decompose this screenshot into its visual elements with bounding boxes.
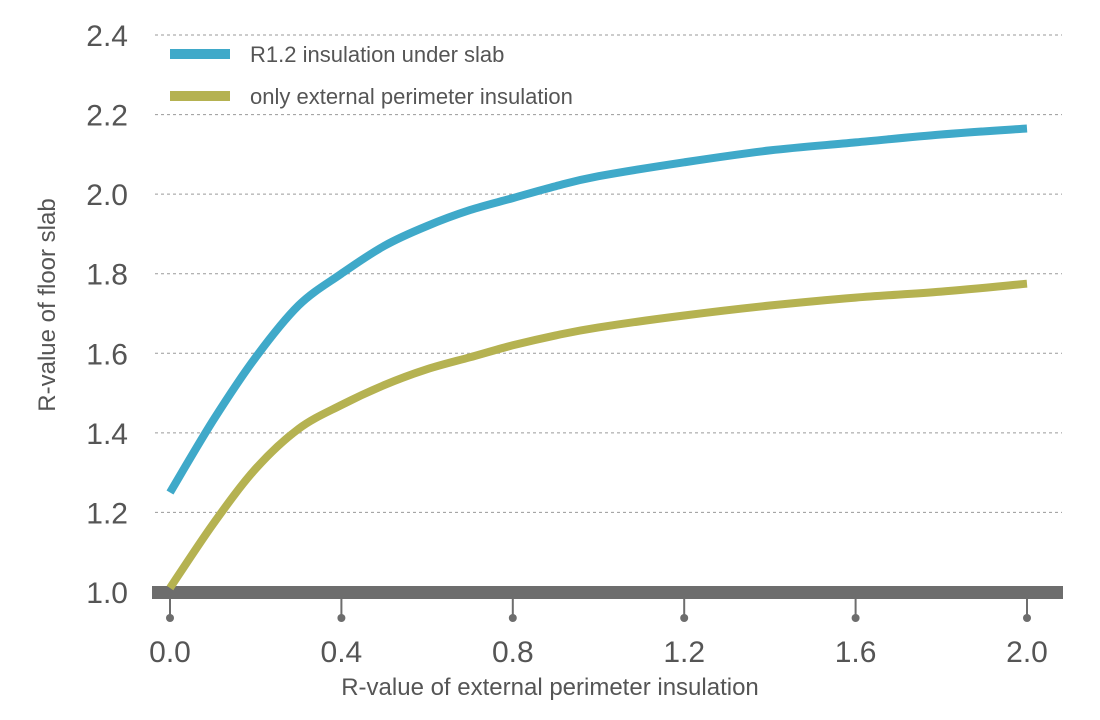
gridlines [155, 34, 1062, 513]
legend-swatch [170, 91, 230, 101]
x-tick-label: 1.6 [835, 636, 877, 669]
y-tick-label: 1.4 [86, 418, 128, 451]
y-tick-labels: 1.0 1.2 1.4 1.6 1.8 2.0 2.2 2.4 [86, 20, 128, 610]
y-tick-label: 2.2 [86, 100, 128, 133]
series-line-1 [166, 124, 1028, 495]
y-axis-title: R-value of floor slab [34, 198, 61, 411]
x-tick-label: 2.0 [1006, 636, 1048, 669]
x-tick-labels: 0.0 0.4 0.8 1.2 1.6 2.0 [149, 599, 1048, 669]
y-tick-label: 1.0 [86, 577, 128, 610]
x-tick-dot [337, 614, 346, 622]
y-tick-label: 2.0 [86, 179, 128, 212]
x-axis-line [152, 586, 1063, 599]
x-tick-label: 0.8 [492, 636, 534, 669]
x-tick-dot [680, 614, 689, 622]
legend-swatch [170, 49, 230, 59]
series-lines [166, 124, 1028, 591]
legend: R1.2 insulation under slab only external … [170, 42, 573, 109]
y-tick-label: 1.2 [86, 497, 128, 530]
x-tick-dot [1023, 614, 1031, 622]
x-tick-dot [851, 614, 860, 622]
legend-label: only external perimeter insulation [250, 84, 573, 109]
y-tick-label: 1.6 [86, 338, 128, 371]
y-tick-label: 1.8 [86, 259, 128, 292]
y-tick-label: 2.4 [86, 20, 128, 53]
x-tick-label: 0.4 [321, 636, 363, 669]
x-tick-label: 1.2 [663, 636, 705, 669]
x-tick-dot [508, 614, 517, 622]
x-axis-title: R-value of external perimeter insulation [341, 674, 759, 701]
legend-label: R1.2 insulation under slab [250, 42, 504, 67]
x-axis-baseline [152, 586, 1063, 599]
x-tick-dot [166, 614, 174, 622]
x-tick-label: 0.0 [149, 636, 191, 669]
series-line-2 [166, 279, 1028, 591]
